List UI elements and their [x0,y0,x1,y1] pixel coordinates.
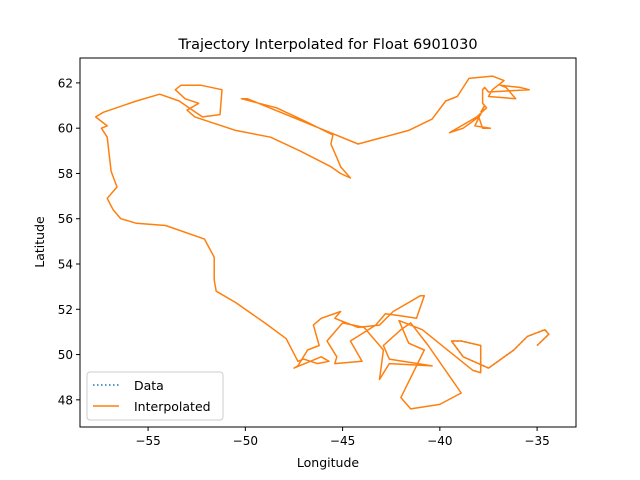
y-tick-label: 58 [58,167,73,181]
x-axis-label: Longitude [297,455,359,470]
chart-title: Trajectory Interpolated for Float 690103… [177,37,477,53]
y-tick-label: 52 [58,303,73,317]
y-axis: 48 50 52 54 56 58 60 62 [58,76,80,407]
y-tick-label: 50 [58,348,73,362]
x-axis: −55 −50 −45 −40 −35 [135,427,550,448]
y-axis-label: Latitude [32,216,47,268]
x-tick-label: −35 [524,434,549,448]
legend: Data Interpolated [86,371,224,421]
x-tick-label: −50 [233,434,258,448]
y-tick-label: 56 [58,212,73,226]
y-tick-label: 62 [58,76,73,90]
x-tick-label: −45 [330,434,355,448]
x-tick-label: −40 [427,434,452,448]
legend-box [86,371,224,421]
series-line-data [450,328,550,374]
y-tick-label: 54 [58,258,73,272]
series-layer [94,75,550,410]
plot-frame [79,57,577,428]
legend-label-data: Data [134,378,164,393]
x-tick-label: −55 [135,434,160,448]
y-tick-label: 48 [58,393,73,407]
y-tick-label: 60 [58,122,73,136]
legend-label-interpolated: Interpolated [134,399,211,414]
series-line-interpolated [94,75,550,410]
